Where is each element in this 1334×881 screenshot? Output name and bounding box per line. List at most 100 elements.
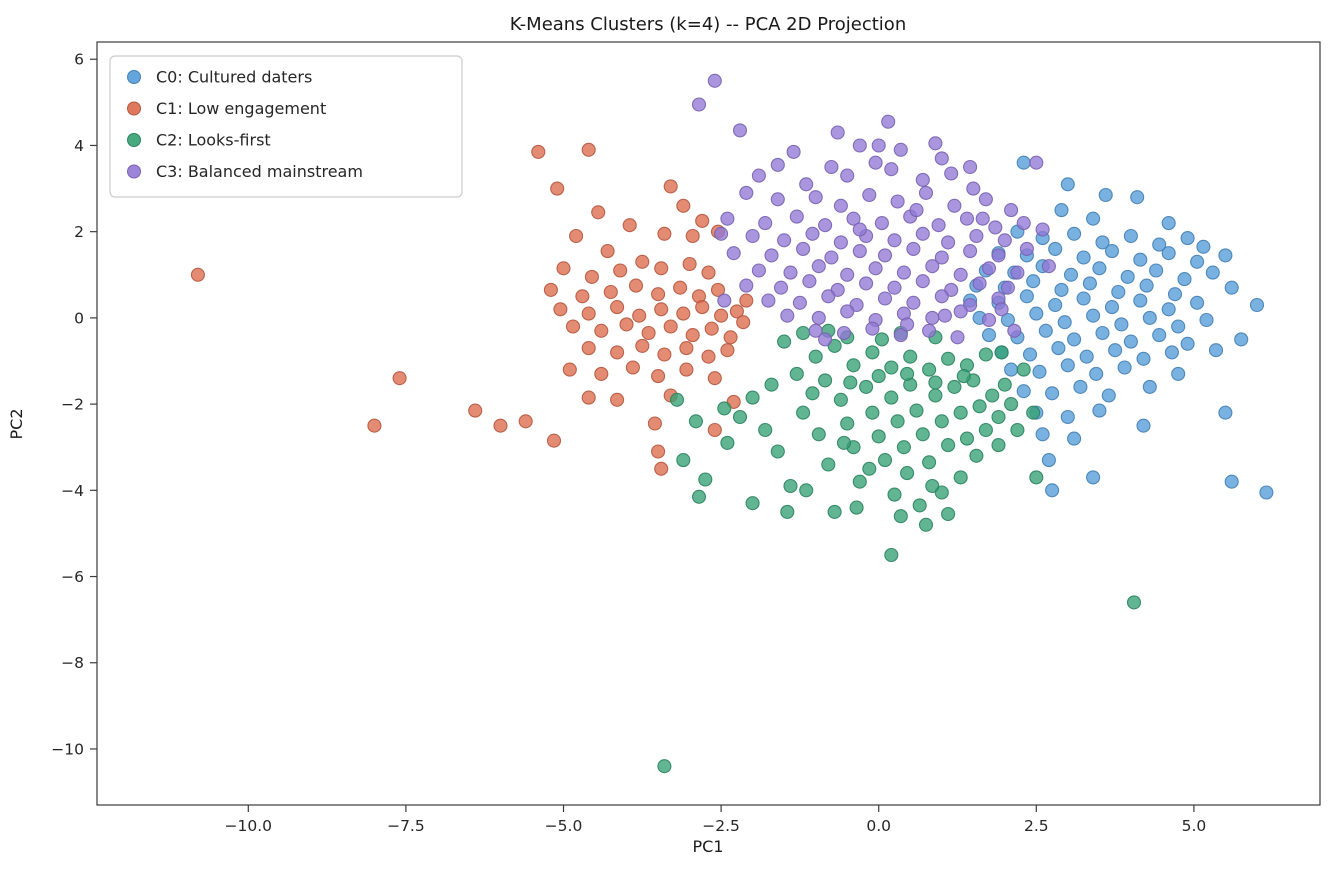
data-point	[1019, 289, 1034, 304]
legend-label: C1: Low engagement	[156, 99, 326, 118]
data-point	[827, 504, 842, 519]
data-point	[685, 228, 700, 244]
data-point	[824, 250, 839, 265]
data-point	[928, 388, 943, 403]
data-point	[707, 371, 722, 386]
data-point	[1139, 278, 1154, 293]
data-point	[1205, 265, 1220, 280]
data-point	[714, 226, 729, 241]
data-point	[918, 185, 934, 200]
data-point	[824, 159, 839, 175]
data-point	[877, 248, 893, 263]
data-point	[777, 334, 792, 349]
data-point	[890, 194, 905, 209]
legend-label: C2: Looks-first	[156, 131, 271, 150]
data-point	[802, 274, 817, 289]
data-point	[956, 369, 971, 384]
data-point	[1171, 319, 1186, 334]
data-point	[893, 328, 908, 343]
data-point	[758, 422, 773, 438]
data-point	[695, 213, 710, 228]
data-point	[840, 267, 855, 282]
data-point	[1095, 235, 1110, 250]
legend-label: C0: Cultured daters	[156, 68, 312, 87]
data-point	[739, 278, 754, 293]
data-point	[581, 306, 596, 321]
data-point	[884, 390, 899, 405]
data-point	[1079, 349, 1094, 364]
data-point	[1259, 485, 1274, 500]
data-point	[651, 444, 666, 459]
data-point	[695, 300, 710, 315]
data-point	[808, 323, 823, 338]
data-point	[367, 418, 382, 433]
data-point	[736, 315, 751, 330]
data-point	[1016, 155, 1031, 170]
data-point	[874, 332, 889, 347]
data-point	[565, 319, 581, 334]
data-point	[556, 261, 571, 276]
data-point	[953, 304, 968, 319]
data-point	[628, 278, 644, 293]
data-point	[739, 185, 754, 200]
data-point	[1032, 364, 1047, 379]
data-point	[701, 349, 716, 364]
data-point	[777, 233, 792, 248]
data-point	[1142, 379, 1157, 394]
data-point	[594, 366, 609, 381]
data-point	[1016, 384, 1031, 399]
data-point	[1048, 241, 1063, 256]
data-point	[745, 228, 760, 244]
data-point	[811, 427, 826, 442]
data-point	[1098, 187, 1113, 203]
data-point	[884, 162, 899, 177]
legend-marker	[127, 70, 141, 84]
data-point	[1101, 388, 1116, 403]
data-point	[937, 308, 952, 323]
data-point	[972, 276, 987, 291]
data-point	[925, 310, 940, 325]
data-point	[915, 172, 930, 187]
chart-title: K-Means Clusters (k=4) -- PCA 2D Project…	[510, 14, 906, 35]
data-point	[1029, 306, 1044, 321]
data-point	[691, 97, 707, 112]
data-point	[953, 470, 968, 485]
data-point	[1123, 228, 1138, 244]
data-point	[840, 168, 855, 183]
data-point	[818, 332, 833, 347]
data-point	[871, 369, 886, 384]
data-point	[1041, 453, 1056, 468]
data-point	[1133, 293, 1148, 308]
data-point	[1060, 409, 1075, 425]
series-c3	[691, 73, 1056, 347]
data-point	[900, 366, 915, 381]
data-point	[978, 347, 993, 362]
data-point	[770, 157, 785, 172]
data-point	[518, 414, 533, 429]
data-point	[468, 403, 483, 418]
data-point	[934, 250, 949, 265]
data-point	[994, 345, 1009, 360]
data-point	[922, 455, 937, 470]
data-point	[1000, 312, 1015, 328]
data-point	[915, 226, 930, 241]
data-point	[647, 416, 662, 431]
data-point	[852, 222, 867, 237]
data-point	[1130, 190, 1145, 205]
data-point	[1086, 211, 1101, 226]
data-point	[1060, 358, 1075, 373]
data-point	[1117, 360, 1132, 375]
data-point	[789, 209, 804, 224]
data-point	[969, 228, 984, 244]
data-point	[843, 375, 858, 390]
data-point	[632, 308, 647, 323]
data-point	[925, 259, 940, 274]
data-point	[717, 401, 732, 416]
data-point	[1152, 328, 1167, 343]
y-tick-label: 6	[74, 51, 84, 69]
data-point	[859, 379, 874, 394]
data-point	[1026, 405, 1041, 420]
data-point	[581, 341, 596, 356]
data-point	[852, 138, 867, 153]
